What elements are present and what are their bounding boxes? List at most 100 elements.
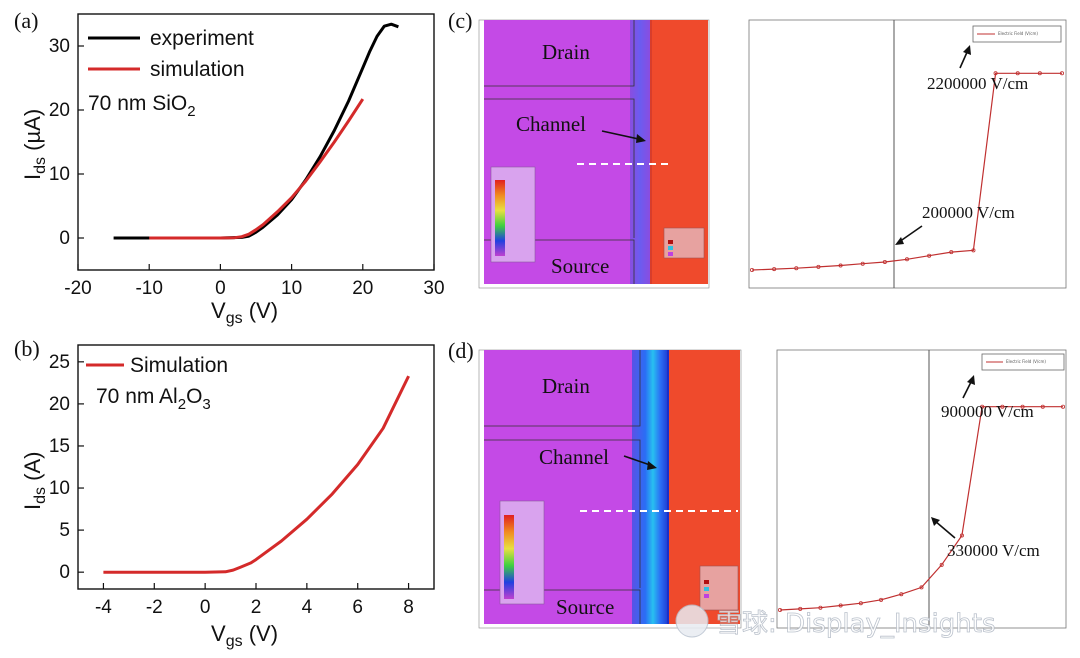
panel-d-field-point bbox=[1040, 404, 1045, 409]
panel-d-field-point bbox=[1000, 404, 1005, 409]
panel-c-annotation-high: 2200000 V/cm bbox=[927, 74, 1028, 93]
panel-d-label: (d) bbox=[448, 338, 474, 363]
panel-c-field-point bbox=[860, 261, 865, 266]
panel-c-channel-arrowhead bbox=[636, 134, 646, 143]
panel-b-label: (b) bbox=[14, 336, 40, 361]
panel-d-drain-box bbox=[484, 350, 641, 427]
panel-b-ytick-label: 5 bbox=[59, 520, 70, 541]
panel-d-annotation-low-arrowhead bbox=[931, 517, 940, 526]
panel-c-legend-igzo bbox=[668, 246, 673, 250]
panel-d-annotation-low: 330000 V/cm bbox=[947, 541, 1040, 560]
panel-a-ytick-label: 20 bbox=[49, 100, 70, 121]
panel-c-source-label: Source bbox=[551, 254, 609, 278]
panel-b-xtick-label: 0 bbox=[200, 597, 211, 618]
panel-c-field-line bbox=[751, 72, 1062, 271]
panel-b-xtick-label: 8 bbox=[403, 597, 414, 618]
panel-a-series-simulation bbox=[149, 98, 365, 240]
panel-a-xtick-label: 30 bbox=[423, 278, 444, 299]
legend-simulation-label: simulation bbox=[150, 58, 245, 81]
panel-c-drain-box bbox=[484, 20, 635, 87]
panel-c-plot-legend bbox=[972, 25, 1062, 43]
panel-c-legend-oxide bbox=[668, 252, 673, 256]
panel-d-channel-arrowhead bbox=[647, 461, 657, 470]
panel-d-source-label: Source bbox=[556, 595, 614, 619]
watermark-text: 雪球: Display_Insights bbox=[716, 609, 996, 639]
legend-experiment-label: experiment bbox=[150, 27, 254, 50]
panel-c-field-point bbox=[971, 248, 976, 253]
panel-d-field-point bbox=[1020, 404, 1025, 409]
panel-d-field-point bbox=[959, 533, 964, 538]
panel-a-annotation: 70 nm SiO2 bbox=[88, 92, 196, 120]
panel-c-field-point bbox=[993, 71, 998, 76]
panel-d-field-point bbox=[899, 592, 904, 597]
panel-d-plot-legend bbox=[981, 353, 1065, 371]
panel-c-field-point bbox=[816, 264, 821, 269]
panel-c-label: (c) bbox=[448, 8, 473, 33]
panel-d-field-point bbox=[798, 606, 803, 611]
panel-a-ytick-label: 30 bbox=[49, 36, 70, 57]
watermark-logo-icon bbox=[675, 604, 709, 638]
panel-d-colorscale-bar bbox=[504, 515, 514, 599]
panel-c-annotation-low-arrow bbox=[898, 225, 923, 243]
panel-d-annotation-high-arrowhead bbox=[967, 375, 975, 385]
panel-b-xtick-label: -2 bbox=[146, 597, 163, 618]
legend-simulation-b-label: Simulation bbox=[130, 354, 228, 377]
panel-b-xtick-label: -4 bbox=[95, 597, 112, 618]
panel-c-field-point bbox=[794, 266, 799, 271]
panel-c-field-point bbox=[750, 267, 755, 272]
panel-a-chart: -20 -10 0 10 20 30 0 10 20 30 experiment simulati… bbox=[20, 13, 445, 327]
panel-c-channel-gradient bbox=[630, 20, 650, 284]
panel-c-field-point bbox=[772, 267, 777, 272]
panel-d-plot-frame bbox=[776, 349, 1067, 629]
panel-b-xtick-label: 6 bbox=[352, 597, 363, 618]
panel-d-drain-label: Drain bbox=[542, 374, 590, 398]
panel-c-colorscale-bar bbox=[495, 180, 505, 256]
panel-c-field-point bbox=[882, 259, 887, 264]
panel-d-field-point bbox=[838, 603, 843, 608]
panel-d-field-point bbox=[879, 597, 884, 602]
panel-d-channel-box bbox=[484, 439, 641, 588]
panel-d-field-point bbox=[778, 608, 783, 613]
panel-c-field-point bbox=[905, 257, 910, 262]
panel-c-legend-polysilicon bbox=[668, 240, 673, 244]
panel-b-xtick-label: 4 bbox=[302, 597, 313, 618]
panel-c-channel-arrow bbox=[601, 130, 644, 141]
panel-b-xtick-label: 2 bbox=[251, 597, 262, 618]
panel-c-channel-box bbox=[484, 98, 635, 238]
panel-a-label: (a) bbox=[14, 8, 39, 33]
panel-b-ylabel: Ids (A) bbox=[20, 452, 49, 510]
panel-d-field-point bbox=[939, 562, 944, 567]
panel-a-ytick-label: 10 bbox=[49, 164, 70, 185]
panel-c-plot-legend-label: Electric Field (V/cm) bbox=[998, 31, 1038, 36]
panel-d-field-point bbox=[858, 601, 863, 606]
panel-d-plot-legend-label: Electric Field (V/cm) bbox=[1006, 359, 1046, 364]
panel-c-annotation-low: 200000 V/cm bbox=[922, 203, 1015, 222]
panel-a-xtick-label: 10 bbox=[281, 278, 302, 299]
watermark: 雪球: Display_Insights bbox=[675, 604, 996, 639]
panel-c-plot-frame bbox=[748, 19, 1067, 289]
panel-b-chart: -4 -2 0 2 4 6 8 0 5 10 15 20 25 Simulation 70 nm Al2… bbox=[20, 344, 435, 650]
panel-d-annotation-low-arrow bbox=[934, 520, 956, 539]
panel-d-field-point bbox=[818, 605, 823, 610]
panel-a-xtick-label: -20 bbox=[64, 278, 91, 299]
panel-a-ylabel: Ids (µA) bbox=[20, 109, 49, 180]
panel-d-field-point bbox=[919, 585, 924, 590]
panel-b-ytick-label: 15 bbox=[49, 436, 70, 457]
panel-c-annotation-high-arrowhead bbox=[963, 45, 971, 55]
panel-b-ytick-label: 20 bbox=[49, 394, 70, 415]
panel-d-legend-igzo bbox=[704, 587, 709, 591]
panel-d-field-point bbox=[1061, 404, 1066, 409]
panel-d-channel-label: Channel bbox=[539, 445, 609, 469]
panel-d-legend-oxide bbox=[704, 594, 709, 598]
panel-c-annotation-low-arrowhead bbox=[895, 237, 904, 245]
panel-b-ytick-label: 0 bbox=[59, 562, 70, 583]
panel-a-ytick-label: 0 bbox=[59, 228, 70, 249]
panel-c-heatmap: Drain Channel Source bbox=[478, 19, 710, 289]
panel-b-annotation: 70 nm Al2O3 bbox=[96, 385, 211, 413]
panel-a-frame bbox=[77, 13, 435, 271]
panel-a-xlabel: Vgs (V) bbox=[211, 298, 278, 327]
panel-a-xtick-label: -10 bbox=[135, 278, 162, 299]
panel-a-series-experiment bbox=[113, 22, 399, 240]
panel-c-field-point bbox=[1015, 71, 1020, 76]
